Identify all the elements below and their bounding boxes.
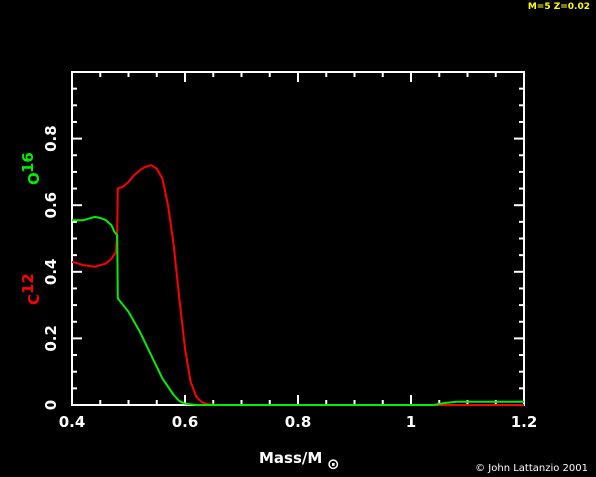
x-axis-label: Mass/M ⊙ — [259, 449, 340, 473]
axis-ticks: 0.4 0.6 0.8 1 1.2 0 0.2 0.4 0.6 0.8 — [42, 71, 538, 431]
y-axis-label-o16-text: O — [25, 172, 43, 185]
y-axis-label-o16-sup: 16 — [19, 152, 37, 173]
y-tick-label: 0 — [42, 400, 60, 410]
y-axis-label-o16: O 16 — [19, 152, 43, 185]
x-tick-label: 1.2 — [511, 413, 538, 431]
y-tick-label: 0.6 — [42, 192, 60, 219]
y-tick-label: 0.2 — [42, 325, 60, 352]
model-label: M=5 Z=0.02 — [527, 2, 590, 12]
x-axis-label-subscript: ⊙ — [327, 455, 340, 473]
credit-text: © John Lattanzio 2001 — [475, 463, 588, 474]
y-axis-label-c12: C 12 — [19, 273, 43, 305]
series-line-o16 — [72, 215, 524, 406]
plot-frame — [71, 71, 525, 406]
y-axis-label-c12-sup: 12 — [19, 273, 37, 294]
x-axis-label-text: Mass/M — [259, 449, 322, 467]
y-tick-label: 0.4 — [42, 259, 60, 286]
x-tick-label: 1 — [406, 413, 416, 431]
x-tick-label: 0.6 — [172, 413, 199, 431]
x-tick-label: 0.8 — [285, 413, 312, 431]
x-tick-label: 0.4 — [59, 413, 86, 431]
y-tick-label: 0.8 — [42, 125, 60, 152]
series-line-c12 — [71, 164, 524, 406]
y-axis-label-c12-text: C — [25, 294, 43, 305]
series-group — [71, 164, 524, 406]
